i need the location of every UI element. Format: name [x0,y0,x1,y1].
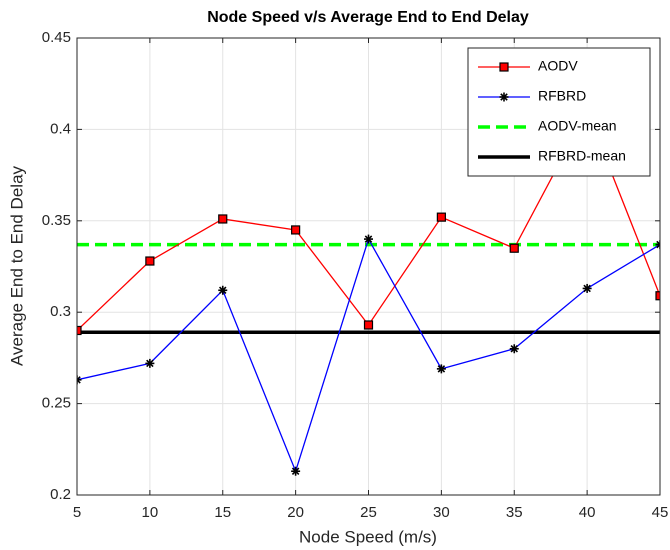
marker-stroke [656,240,660,246]
marker [77,325,82,336]
marker-stroke [77,376,81,381]
y-tick-label: 0.3 [50,303,71,320]
marker [582,283,592,293]
marker [218,285,228,295]
marker-stroke [291,467,300,476]
marker [218,214,228,224]
legend-label: RFBRD [538,88,586,104]
legend-box [467,47,651,177]
x-tick-label: 40 [579,504,596,521]
marker-stroke [218,286,227,295]
marker [655,291,660,301]
marker [436,364,446,374]
x-tick-label: 25 [360,504,377,521]
marker-stroke [583,284,591,293]
x-axis-label: Node Speed (m/s) [299,527,437,546]
marker [499,62,509,72]
legend-label: RFBRD-mean [538,148,626,164]
marker [499,92,509,102]
marker [436,212,446,222]
x-tick-label: 5 [73,504,81,521]
marker [364,234,373,244]
x-tick-label: 35 [506,504,523,521]
marker [145,256,155,266]
marker [291,225,301,235]
x-tick-label: 15 [214,504,231,521]
marker-stroke [437,365,446,373]
x-tick-label: 20 [287,504,304,521]
x-tick-label: 10 [142,504,159,521]
x-tick-label: 45 [652,504,669,521]
x-tick-label: 30 [433,504,450,521]
legend-label: AODV-mean [538,118,617,134]
y-tick-label: 0.35 [42,212,71,229]
marker [363,320,374,330]
marker [77,375,82,385]
marker-stroke [500,93,508,101]
marker-stroke [77,378,81,384]
marker-stroke [364,235,373,243]
axes-box [76,37,661,496]
y-tick-label: 0.45 [42,29,71,46]
marker [509,243,519,253]
marker [145,358,155,368]
marker [509,344,519,354]
legend-label: AODV [538,58,578,74]
marker-stroke [510,344,519,353]
marker-stroke [146,359,154,368]
y-axis-label: Average End to End Delay [7,165,26,366]
y-tick-label: 0.25 [42,395,71,412]
y-tick-label: 0.2 [50,486,71,503]
y-tick-label: 0.4 [50,120,71,137]
chart-title: Node Speed v/s Average End to End Delay [207,9,529,26]
marker [291,466,301,476]
marker [655,240,660,250]
marker-stroke [656,243,660,249]
